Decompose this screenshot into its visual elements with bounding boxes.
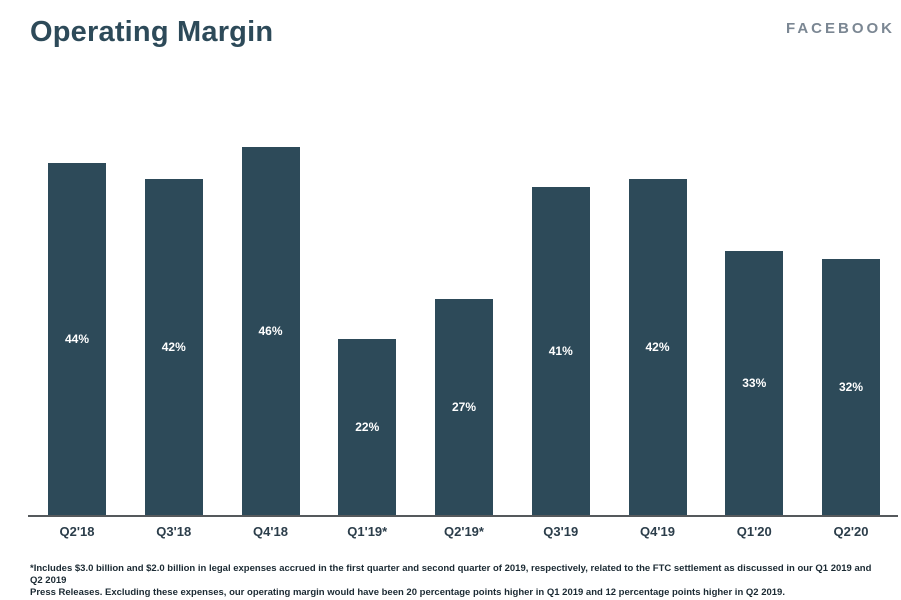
bar: 44% bbox=[48, 163, 106, 515]
footnote-line: *Includes $3.0 billion and $2.0 billion … bbox=[30, 563, 872, 586]
bar-value-label: 42% bbox=[161, 340, 186, 354]
x-axis-label: Q4'18 bbox=[253, 524, 288, 539]
bar-value-label: 42% bbox=[645, 340, 670, 354]
bar-value-label: 33% bbox=[742, 376, 767, 390]
facebook-logo: FACEBOOK bbox=[785, 20, 895, 37]
x-axis-label: Q4'19 bbox=[640, 524, 675, 539]
bar-value-label: 44% bbox=[64, 332, 90, 346]
bar-value-label: 32% bbox=[838, 380, 864, 394]
bar: 42% bbox=[628, 179, 687, 515]
x-axis-label: Q2'20 bbox=[833, 524, 869, 539]
x-axis-label: Q1'20 bbox=[736, 524, 772, 539]
x-axis-label: Q2'18 bbox=[59, 524, 95, 539]
footnote: *Includes $3.0 billion and $2.0 billion … bbox=[30, 563, 885, 599]
bar-value-label: 41% bbox=[548, 344, 573, 358]
bar-value-label: 22% bbox=[355, 420, 380, 434]
bar: 46% bbox=[241, 147, 300, 515]
x-axis-label: Q3'19 bbox=[543, 524, 579, 539]
bar-value-label: 27% bbox=[451, 400, 477, 414]
x-axis-label: Q1'19* bbox=[347, 524, 388, 539]
bar: 41% bbox=[531, 187, 590, 515]
bar: 32% bbox=[822, 259, 880, 515]
bar-value-label: 46% bbox=[258, 324, 283, 338]
x-axis-label: Q2'19* bbox=[444, 524, 484, 539]
x-axis-label: Q3'18 bbox=[156, 524, 192, 539]
x-axis-line bbox=[28, 515, 898, 517]
bar: 42% bbox=[144, 179, 203, 515]
footnote-line: Press Releases. Excluding these expenses… bbox=[30, 587, 785, 598]
page-title: Operating Margin bbox=[30, 16, 274, 48]
bar: 27% bbox=[435, 299, 493, 515]
bar: 33% bbox=[725, 251, 784, 515]
bar: 22% bbox=[338, 339, 397, 515]
